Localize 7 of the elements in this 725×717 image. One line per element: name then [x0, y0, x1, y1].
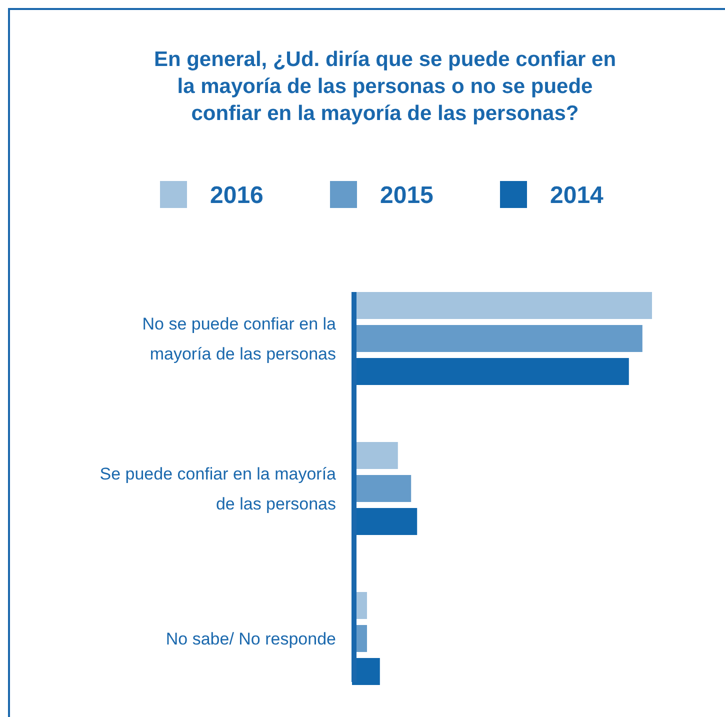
chart-title: En general, ¿Ud. diría que se puede confiar en la mayoría de las personas o no se puede confiar en la mayoría de las personas?	[154, 48, 616, 125]
y-tick-label: No sabe/ No responde	[166, 630, 336, 648]
legend-label: 2016	[210, 182, 264, 209]
y-tick-label: No se puede confiar en la mayoría de las personas	[142, 314, 337, 364]
legend-label: 2015	[380, 182, 434, 209]
legend-label: 2014	[550, 182, 604, 209]
y-tick-label: Se puede confiar en la mayoría de las personas	[100, 464, 337, 514]
